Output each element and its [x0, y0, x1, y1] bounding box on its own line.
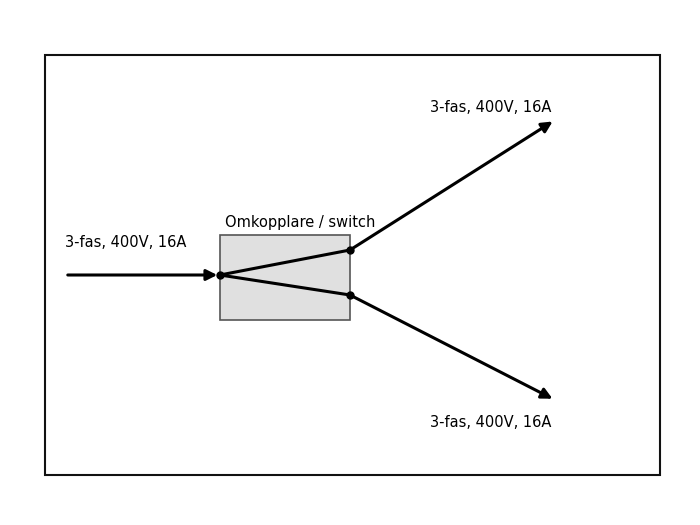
Text: 3-fas, 400V, 16A: 3-fas, 400V, 16A [430, 100, 552, 115]
Text: 3-fas, 400V, 16A: 3-fas, 400V, 16A [65, 235, 186, 250]
Text: Omkopplare / switch: Omkopplare / switch [225, 215, 375, 230]
Text: 3-fas, 400V, 16A: 3-fas, 400V, 16A [430, 415, 552, 430]
Bar [45, 55, 660, 475]
Bar [220, 235, 350, 320]
